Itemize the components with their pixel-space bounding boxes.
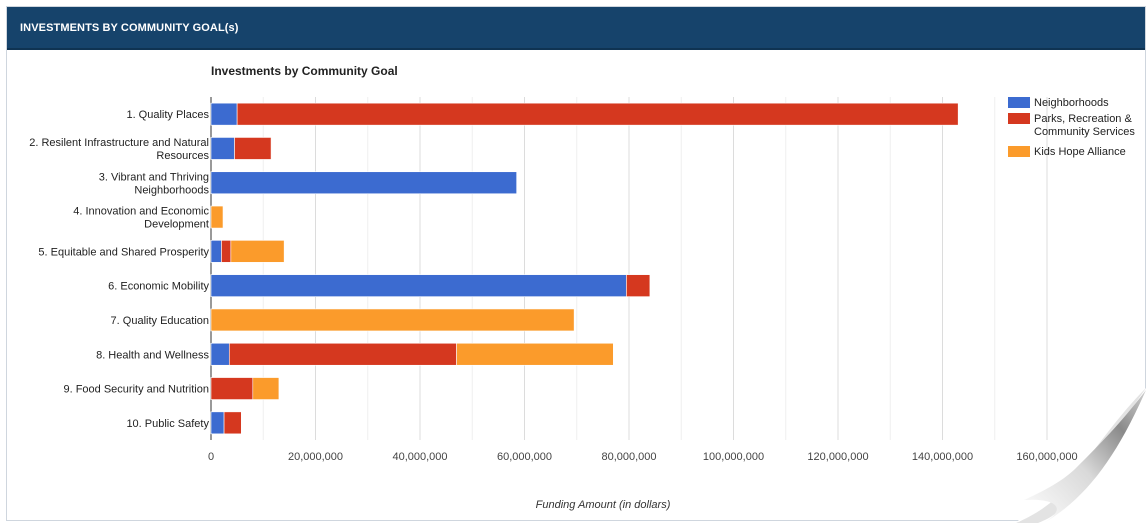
- legend-swatch: [1008, 146, 1030, 157]
- category-label: 4. Innovation and Economic: [73, 206, 209, 218]
- x-tick-label: 20,000,000: [288, 451, 343, 463]
- legend-label: Kids Hope Alliance: [1034, 146, 1126, 158]
- legend-label: Community Services: [1034, 126, 1135, 138]
- category-label: 9. Food Security and Nutrition: [63, 384, 209, 396]
- legend-label: Neighborhoods: [1034, 97, 1109, 109]
- category-label: 7. Quality Education: [111, 315, 209, 327]
- legend-label: Parks, Recreation &: [1034, 113, 1132, 125]
- bar-segment: [211, 206, 223, 228]
- bar-segment: [235, 137, 272, 159]
- bar-segment: [253, 378, 279, 400]
- bar-segment: [211, 412, 224, 434]
- category-label: 3. Vibrant and Thriving: [99, 171, 209, 183]
- bar-segment: [237, 103, 958, 125]
- category-label: 1. Quality Places: [126, 109, 209, 121]
- bar-segment: [211, 103, 237, 125]
- bar-segment: [457, 343, 614, 365]
- page-curl-decoration: [1016, 388, 1146, 523]
- category-label: 5. Equitable and Shared Prosperity: [38, 246, 209, 258]
- bar-segment: [626, 275, 650, 297]
- bar-segment: [211, 275, 626, 297]
- x-tick-label: 80,000,000: [601, 451, 656, 463]
- bar-segment: [211, 137, 235, 159]
- category-label: 8. Health and Wellness: [96, 349, 209, 361]
- bar-segment: [211, 172, 517, 194]
- bar-segment: [211, 378, 253, 400]
- x-tick-label: 60,000,000: [497, 451, 552, 463]
- category-label: 10. Public Safety: [126, 418, 209, 430]
- legend-swatch: [1008, 113, 1030, 124]
- bar-segment: [229, 343, 456, 365]
- bar-segment: [221, 240, 230, 262]
- chart-title: Investments by Community Goal: [211, 64, 398, 78]
- x-axis-title: Funding Amount (in dollars): [536, 499, 671, 511]
- category-label: Neighborhoods: [134, 184, 209, 196]
- x-tick-label: 120,000,000: [807, 451, 868, 463]
- bar-segment: [224, 412, 241, 434]
- x-tick-label: 0: [208, 451, 214, 463]
- bar-segment: [231, 240, 284, 262]
- category-label: Development: [144, 219, 209, 231]
- category-label: Resources: [156, 150, 209, 162]
- x-tick-label: 140,000,000: [912, 451, 973, 463]
- x-tick-label: 40,000,000: [392, 451, 447, 463]
- bar-segment: [211, 343, 229, 365]
- legend-swatch: [1008, 97, 1030, 108]
- bar-segment: [211, 240, 221, 262]
- category-label: 2. Resilent Infrastructure and Natural: [29, 137, 209, 149]
- bar-segment: [211, 309, 574, 331]
- category-label: 6. Economic Mobility: [108, 281, 209, 293]
- x-tick-label: 100,000,000: [703, 451, 764, 463]
